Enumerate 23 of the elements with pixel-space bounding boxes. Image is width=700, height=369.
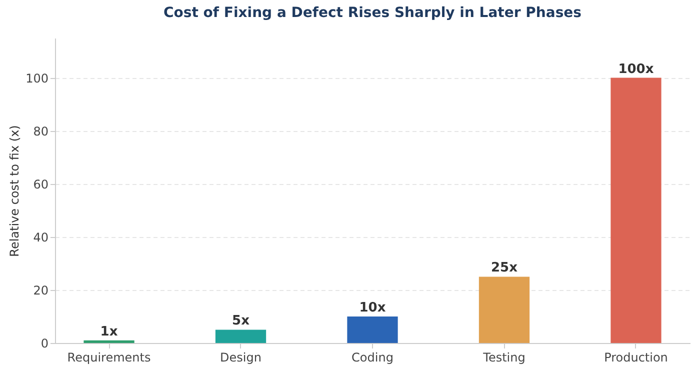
bar xyxy=(610,78,662,343)
bar xyxy=(84,340,134,343)
y-tick-label: 20 xyxy=(33,283,48,298)
x-tick-label: Requirements xyxy=(67,350,151,364)
bar xyxy=(215,330,266,343)
y-tick-label: 100 xyxy=(26,71,48,86)
x-tick-label: Testing xyxy=(482,350,526,364)
data-label: 5x xyxy=(232,314,250,329)
chart-title: Cost of Fixing a Defect Rises Sharply in Later Phases xyxy=(164,5,582,21)
x-tick-label: Design xyxy=(220,350,262,364)
y-tick-label: 0 xyxy=(40,336,48,350)
y-axis-title: Relative cost to fix (x) xyxy=(8,125,22,257)
x-tick-label: Coding xyxy=(352,350,394,364)
data-label: 25x xyxy=(491,260,518,276)
x-tick-label: Production xyxy=(604,350,668,364)
bar xyxy=(347,316,398,343)
y-tick-label: 40 xyxy=(33,230,48,244)
data-label: 1x xyxy=(100,324,118,340)
data-label: 100x xyxy=(618,62,654,77)
bar xyxy=(478,276,530,343)
y-tick-label: 80 xyxy=(33,124,48,138)
y-tick-label: 60 xyxy=(33,177,48,192)
data-label: 10x xyxy=(359,300,386,316)
